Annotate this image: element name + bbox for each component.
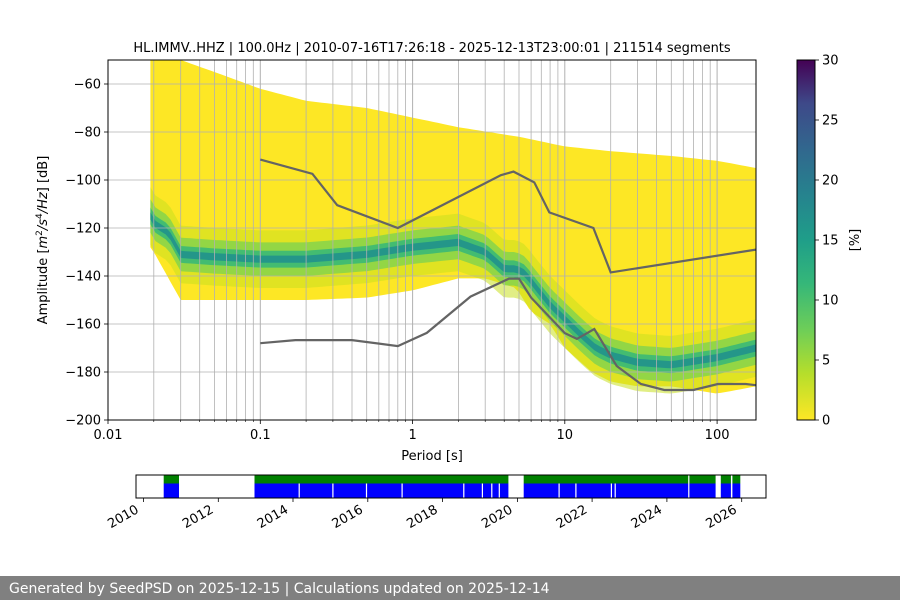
x-tick-label: 10 <box>557 428 574 443</box>
y-tick-label: −80 <box>74 126 101 141</box>
availability-gap <box>498 483 500 498</box>
availability-upper-segment <box>254 475 509 484</box>
availability-x-axis: 2010 2012 2014 2016 2018 2020 2022 2024 2026 <box>105 498 743 532</box>
grid-lines <box>108 60 756 420</box>
availability-upper-segment <box>523 475 689 484</box>
y-tick-label: −120 <box>65 222 101 237</box>
availability-year-label: 2014 <box>255 502 291 532</box>
colorbar-tick-label: 20 <box>822 174 839 189</box>
availability-upper-segment <box>163 475 179 484</box>
availability-year-label: 2012 <box>180 502 216 532</box>
psd-figure: HL.IMMV..HHZ | 100.0Hz | 2010-07-16T17:2… <box>35 41 863 532</box>
availability-year-label: 2010 <box>105 502 141 532</box>
availability-gap <box>614 483 616 498</box>
availability-year-label: 2018 <box>404 502 440 532</box>
colorbar-label: [%] <box>848 229 863 252</box>
availability-year-label: 2016 <box>330 502 366 532</box>
y-tick-label: −60 <box>74 78 101 93</box>
x-tick-label: 0.1 <box>250 428 271 443</box>
chart-title: HL.IMMV..HHZ | 100.0Hz | 2010-07-16T17:2… <box>133 41 731 56</box>
availability-lower-segment <box>720 483 731 498</box>
plot-frame <box>107 59 757 421</box>
availability-gap <box>401 483 403 498</box>
availability-lower-segment <box>254 483 509 498</box>
availability-lower-segment <box>689 483 716 498</box>
x-tick-label: 0.01 <box>94 428 123 443</box>
y-axis: −200 −180 −160 −140 −120 −100 −80 −60 <box>65 78 108 429</box>
psd-band-core <box>150 212 756 369</box>
x-tick-label: 100 <box>705 428 730 443</box>
colorbar-ticks: 0 5 10 15 20 25 30 <box>815 54 839 429</box>
footer-bar: Generated by SeedPSD on 2025-12-15 | Cal… <box>0 576 900 600</box>
availability-upper-segment <box>689 475 716 484</box>
availability-lower-segment <box>732 483 741 498</box>
colorbar-tick-label: 5 <box>822 354 830 369</box>
availability-frame <box>135 474 767 499</box>
availability-year-label: 2026 <box>704 502 740 532</box>
y-axis-label: Amplitude [m2/s4/Hz] [dB] <box>35 156 51 325</box>
y-tick-label: −180 <box>65 366 101 381</box>
availability-gap <box>298 483 300 498</box>
availability-gap <box>558 483 560 498</box>
availability-gap <box>481 483 483 498</box>
availability-year-label: 2020 <box>479 502 515 532</box>
availability-gap <box>332 483 334 498</box>
x-axis-label: Period [s] <box>401 449 463 464</box>
psd-band-middle <box>150 199 756 382</box>
x-axis: 0.01 0.1 1 10 100 <box>94 420 730 443</box>
x-tick-label: 1 <box>408 428 416 443</box>
colorbar-tick-label: 0 <box>822 414 830 429</box>
colorbar-tick-label: 15 <box>822 234 839 249</box>
y-tick-label: −200 <box>65 414 101 429</box>
availability-upper-segment <box>732 475 741 484</box>
availability-upper-segment <box>720 475 731 484</box>
colorbar-tick-label: 30 <box>822 54 839 69</box>
availability-gap <box>575 483 577 498</box>
colorbar-tick-label: 10 <box>822 294 839 309</box>
y-tick-label: −140 <box>65 270 101 285</box>
colorbar <box>796 59 816 421</box>
y-tick-label: −100 <box>65 174 101 189</box>
nhnm-curve <box>260 158 756 274</box>
noise-model-curves <box>260 158 756 392</box>
availability-bars <box>163 475 741 498</box>
availability-gap <box>610 483 612 498</box>
availability-year-label: 2024 <box>629 502 665 532</box>
availability-lower-segment <box>523 483 689 498</box>
availability-year-label: 2022 <box>554 502 590 532</box>
nlnm-curve <box>260 277 756 392</box>
footer-text: Generated by SeedPSD on 2025-12-15 | Cal… <box>9 581 550 597</box>
colorbar-tick-label: 25 <box>822 114 839 129</box>
y-tick-label: −160 <box>65 318 101 333</box>
availability-lower-segment <box>163 483 179 498</box>
availability-gap <box>463 483 465 498</box>
availability-gap <box>365 483 368 498</box>
availability-gap <box>491 483 493 498</box>
psd-heatmap <box>150 60 756 394</box>
